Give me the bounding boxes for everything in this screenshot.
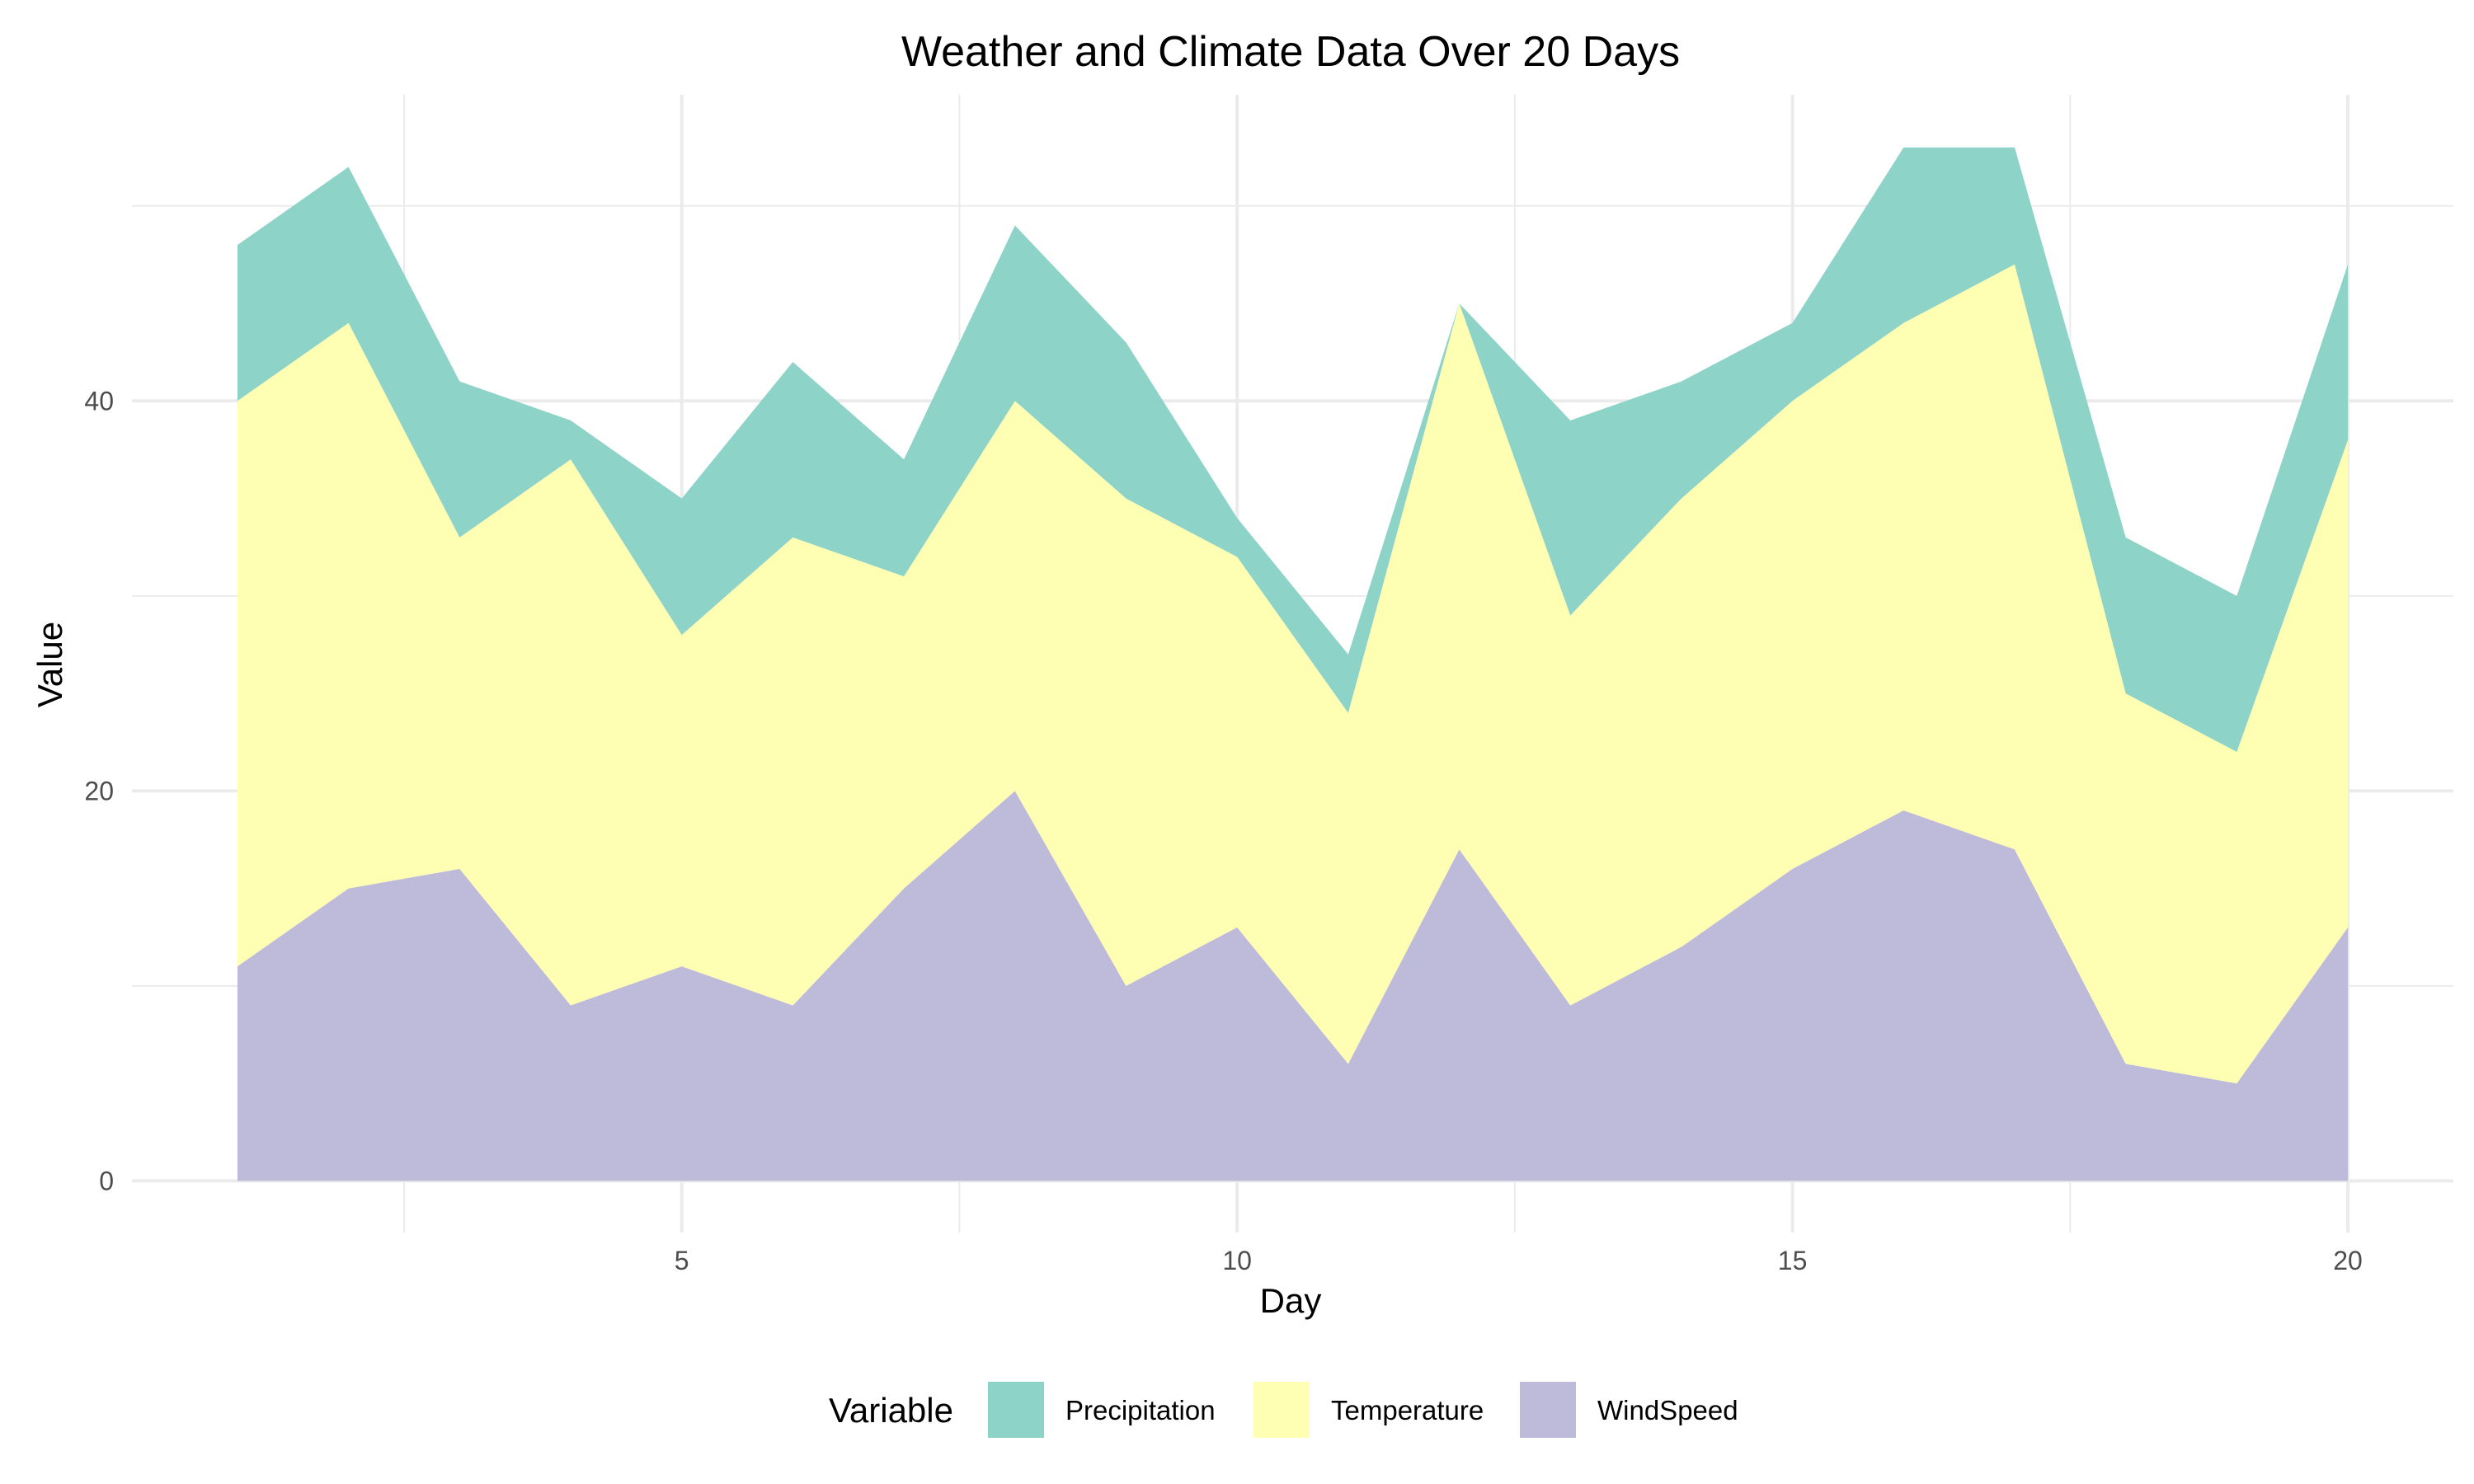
y-tick-label: 0 (99, 1166, 114, 1195)
legend-key-windspeed (1520, 1382, 1576, 1438)
legend-label-windspeed: WindSpeed (1597, 1395, 1738, 1425)
legend-key-temperature (1253, 1382, 1310, 1438)
area-windspeed (237, 791, 2349, 1181)
legend-label-precipitation: Precipitation (1065, 1395, 1216, 1425)
legend-key-precipitation (988, 1382, 1044, 1438)
area-precipitation (237, 147, 2349, 753)
y-axis-title: Value (31, 622, 69, 707)
area-temperature (237, 264, 2349, 1084)
x-tick-label: 15 (1778, 1246, 1808, 1275)
x-tick-label: 10 (1222, 1246, 1252, 1275)
x-axis-title: Day (1260, 1281, 1322, 1320)
legend-label-temperature: Temperature (1331, 1395, 1484, 1425)
x-tick-label: 20 (2333, 1246, 2363, 1275)
legend-title: Variable (829, 1391, 953, 1430)
chart-title: Weather and Climate Data Over 20 Days (901, 28, 1680, 76)
x-axis-tick-labels: 5 10 15 20 (675, 1246, 2363, 1275)
stacked-areas (237, 147, 2349, 1181)
y-axis-tick-labels: 0 20 40 (84, 386, 114, 1195)
x-tick-label: 5 (675, 1246, 689, 1275)
legend: Variable Precipitation Temperature WindSpe… (829, 1382, 1738, 1438)
y-tick-label: 40 (84, 386, 114, 416)
y-tick-label: 20 (84, 776, 114, 805)
